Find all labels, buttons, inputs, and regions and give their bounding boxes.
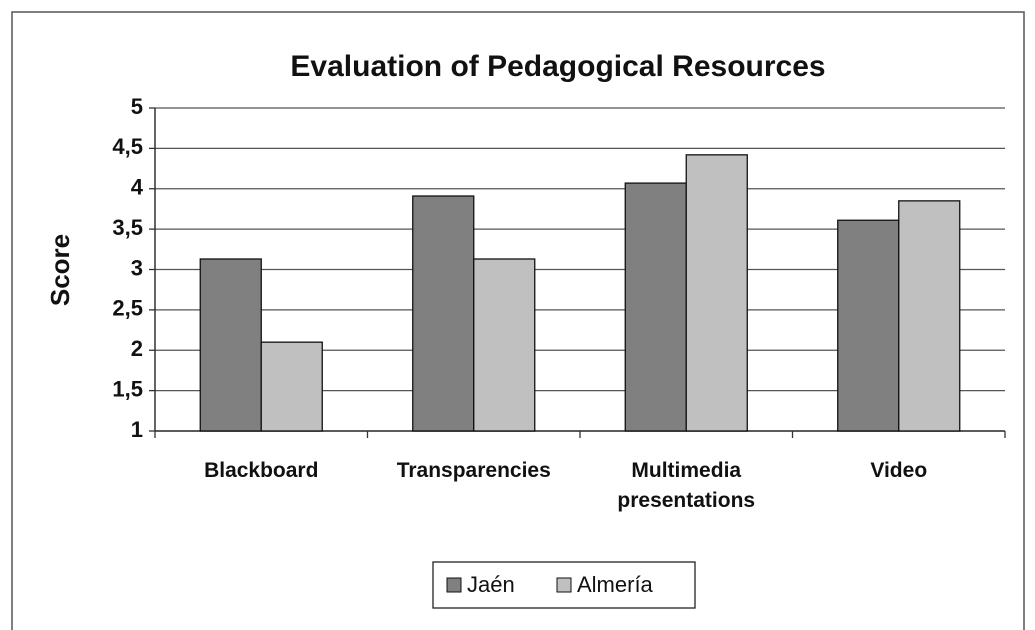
x-tick-label-box: Transparencies	[396, 459, 551, 482]
x-tick-label-box: Blackboard	[204, 459, 319, 482]
x-tick-label: Blackboard	[204, 459, 319, 482]
x-tick-label: Transparencies	[396, 459, 551, 482]
y-tick-label: 3	[131, 255, 143, 280]
y-tick-label: 5	[131, 94, 143, 119]
x-tick-label-box: Multimedia presentations	[617, 459, 756, 512]
y-axis-label: Score	[45, 234, 75, 306]
y-tick-label: 2	[131, 336, 143, 361]
bar	[624, 182, 687, 432]
legend-swatch	[556, 577, 572, 593]
x-tick-label: Video	[870, 459, 928, 482]
bar	[199, 258, 262, 432]
bar	[412, 195, 475, 432]
bar	[685, 154, 748, 432]
y-tick-label: 3,5	[112, 215, 143, 240]
legend-swatch	[446, 577, 462, 593]
bar	[837, 219, 900, 432]
y-tick-label: 4,5	[112, 134, 143, 159]
x-tick-label-box: Video	[870, 459, 928, 482]
chart-title: Evaluation of Pedagogical Resources	[290, 50, 825, 83]
y-tick-label: 1,5	[112, 376, 143, 401]
y-tick-label: 4	[131, 175, 144, 200]
y-tick-label: 2,5	[112, 296, 143, 321]
x-tick-label: Multimedia presentations	[617, 459, 756, 512]
bar	[898, 200, 961, 432]
bar	[260, 341, 323, 432]
bar	[473, 258, 536, 432]
legend-label: Jaén	[467, 572, 515, 597]
y-tick-label: 1	[131, 417, 143, 442]
legend-label: Almería	[577, 572, 654, 597]
